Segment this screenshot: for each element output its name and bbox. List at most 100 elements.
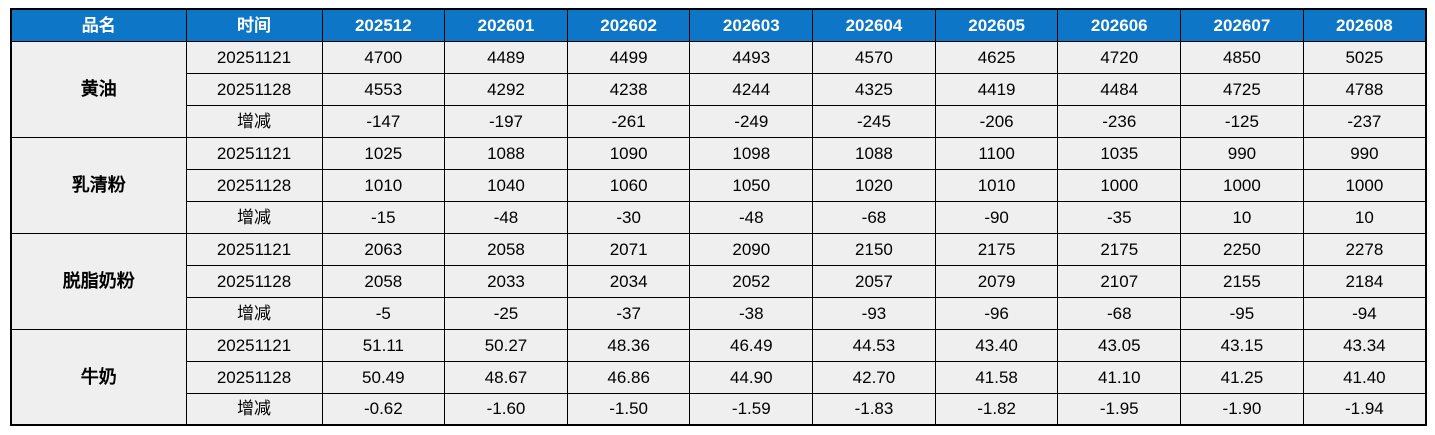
change-value-cell: -197	[444, 104, 568, 138]
price-value-cell: 2063	[321, 232, 446, 266]
price-value-cell: 1040	[444, 168, 568, 202]
change-label-cell: 增减	[185, 296, 323, 330]
price-value-cell: 43.34	[1302, 328, 1427, 362]
change-value-cell: -68	[1057, 296, 1182, 330]
change-value-cell: -147	[321, 104, 446, 138]
table-row: 20251128 50.49 48.67 46.86 44.90 42.70 41.58 41…	[11, 360, 1427, 394]
price-value-cell: 4238	[566, 72, 691, 106]
change-label-cell: 增减	[185, 392, 323, 426]
product-cell: 牛奶	[10, 328, 187, 426]
price-value-cell: 4493	[689, 40, 814, 74]
price-value-cell: 2034	[566, 264, 691, 298]
price-value-cell: 42.70	[812, 360, 936, 394]
change-value-cell: -249	[689, 104, 814, 138]
header-month: 202601	[444, 8, 568, 42]
change-value-cell: -93	[812, 296, 936, 330]
price-value-cell: 4725	[1180, 72, 1304, 106]
header-month: 202606	[1057, 8, 1182, 42]
price-value-cell: 2052	[689, 264, 814, 298]
table-row: 乳清粉 20251121 1025 1088 1090 1098 1088 1100 1035 9…	[10, 136, 1427, 234]
price-value-cell: 1035	[1057, 136, 1182, 170]
price-value-cell: 4788	[1302, 72, 1427, 106]
change-value-cell: 10	[1302, 200, 1427, 234]
price-value-cell: 44.53	[812, 328, 936, 362]
price-value-cell: 2071	[566, 232, 691, 266]
price-value-cell: 1010	[934, 168, 1059, 202]
change-label-cell: 增减	[185, 200, 323, 234]
product-cell: 黄油	[10, 40, 187, 138]
header-row: 品名 时间 202512 202601 202602 202603 202604 2026…	[10, 8, 1427, 42]
date-cell: 20251128	[185, 360, 323, 394]
price-value-cell: 41.25	[1180, 360, 1304, 394]
table-row: 增减 -5 -25 -37 -38 -93 -96 -68 -95 -94	[11, 296, 1427, 330]
price-value-cell: 2278	[1302, 232, 1427, 266]
price-value-cell: 4499	[566, 40, 691, 74]
price-value-cell: 43.15	[1180, 328, 1304, 362]
change-value-cell: -1.83	[812, 392, 936, 426]
change-value-cell: -96	[934, 296, 1059, 330]
header-month: 202607	[1180, 8, 1304, 42]
date-cell: 20251121	[185, 136, 323, 170]
change-value-cell: -25	[444, 296, 568, 330]
price-value-cell: 4720	[1057, 40, 1182, 74]
date-cell: 20251121	[185, 328, 323, 362]
price-value-cell: 1025	[321, 136, 446, 170]
change-value-cell: -1.95	[1057, 392, 1182, 426]
change-value-cell: -0.62	[321, 392, 446, 426]
price-value-cell: 41.40	[1302, 360, 1427, 394]
price-value-cell: 2155	[1180, 264, 1304, 298]
header-month: 202608	[1302, 8, 1427, 42]
price-value-cell: 4553	[321, 72, 446, 106]
table-row: 增减 -147 -197 -261 -249 -245 -206 -236 -125 -237	[11, 104, 1427, 138]
header-month: 202603	[689, 8, 814, 42]
change-value-cell: -35	[1057, 200, 1182, 234]
table-row: 20251128 4553 4292 4238 4244 4325 4419 4484 4725…	[11, 72, 1427, 106]
change-value-cell: -245	[812, 104, 936, 138]
change-label-cell: 增减	[185, 104, 323, 138]
change-value-cell: -237	[1302, 104, 1427, 138]
price-value-cell: 4700	[321, 40, 446, 74]
price-value-cell: 2250	[1180, 232, 1304, 266]
price-value-cell: 1088	[812, 136, 936, 170]
change-value-cell: -94	[1302, 296, 1427, 330]
change-value-cell: -37	[566, 296, 691, 330]
price-value-cell: 2090	[689, 232, 814, 266]
price-value-cell: 2079	[934, 264, 1059, 298]
price-value-cell: 1100	[934, 136, 1059, 170]
price-value-cell: 1010	[321, 168, 446, 202]
price-value-cell: 44.90	[689, 360, 814, 394]
price-value-cell: 48.36	[566, 328, 691, 362]
change-value-cell: -1.59	[689, 392, 814, 426]
change-value-cell: -30	[566, 200, 691, 234]
price-value-cell: 46.86	[566, 360, 691, 394]
price-value-cell: 4625	[934, 40, 1059, 74]
price-value-cell: 50.27	[444, 328, 568, 362]
change-value-cell: -1.82	[934, 392, 1059, 426]
price-value-cell: 41.10	[1057, 360, 1182, 394]
change-value-cell: -236	[1057, 104, 1182, 138]
price-value-cell: 48.67	[444, 360, 568, 394]
change-value-cell: -90	[934, 200, 1059, 234]
date-cell: 20251121	[185, 40, 323, 74]
price-value-cell: 51.11	[321, 328, 446, 362]
price-value-cell: 4419	[934, 72, 1059, 106]
table-row: 增减 -0.62 -1.60 -1.50 -1.59 -1.83 -1.82 -1.95 -1.…	[11, 392, 1427, 426]
price-value-cell: 4489	[444, 40, 568, 74]
dairy-price-table: 品名 时间 202512 202601 202602 202603 202604 2026…	[10, 8, 1427, 426]
price-value-cell: 4292	[444, 72, 568, 106]
price-value-cell: 2175	[1057, 232, 1182, 266]
price-value-cell: 990	[1302, 136, 1427, 170]
change-value-cell: -1.60	[444, 392, 568, 426]
price-value-cell: 43.40	[934, 328, 1059, 362]
change-value-cell: -95	[1180, 296, 1304, 330]
price-value-cell: 4325	[812, 72, 936, 106]
header-month: 202512	[321, 8, 446, 42]
table-row: 20251128 2058 2033 2034 2052 2057 2079 2107 2155…	[11, 264, 1427, 298]
price-value-cell: 5025	[1302, 40, 1427, 74]
change-value-cell: -68	[812, 200, 936, 234]
price-value-cell: 50.49	[321, 360, 446, 394]
change-value-cell: -125	[1180, 104, 1304, 138]
price-value-cell: 2175	[934, 232, 1059, 266]
date-cell: 20251128	[185, 264, 323, 298]
header-month: 202605	[934, 8, 1059, 42]
